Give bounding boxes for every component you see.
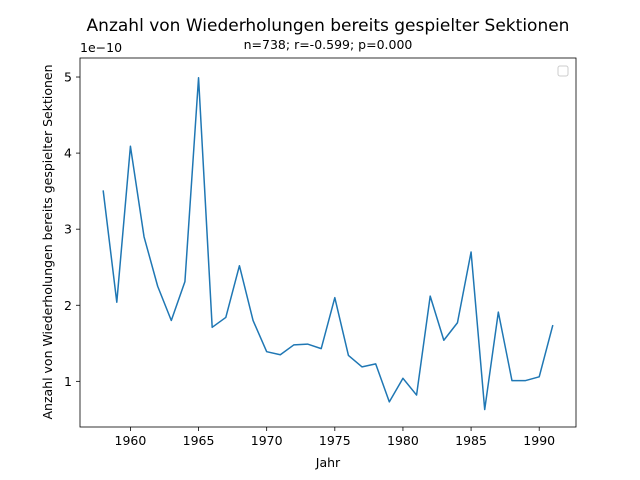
y-axis-label: Anzahl von Wiederholungen bereits gespie… (40, 64, 55, 419)
x-tick-label: 1980 (387, 433, 419, 448)
y-tick-label: 1 (64, 374, 72, 389)
y-tick-label: 4 (64, 146, 72, 161)
y-tick-label: 3 (64, 222, 72, 237)
data-layer (102, 77, 554, 411)
legend-box (557, 65, 569, 77)
chart-subtitle: n=738; r=-0.599; p=0.000 (244, 37, 413, 52)
x-tick-label: 1975 (319, 433, 351, 448)
plot-frame (79, 57, 577, 428)
x-tick-label: 1990 (523, 433, 555, 448)
y-tick-label: 2 (64, 298, 72, 313)
x-tick-label: 1970 (251, 433, 283, 448)
x-tick-label: 1965 (183, 433, 215, 448)
y-offset-label: 1e−10 (80, 40, 122, 55)
x-axis: 1960 1965 1970 1975 1980 1985 1990 (115, 427, 555, 448)
x-tick-label: 1960 (115, 433, 147, 448)
y-tick-label: 5 (64, 70, 72, 85)
series-line (102, 77, 554, 411)
y-axis: 1 2 3 4 5 (64, 70, 80, 389)
chart-title: Anzahl von Wiederholungen bereits gespie… (87, 16, 570, 36)
x-tick-label: 1985 (455, 433, 487, 448)
x-axis-label: Jahr (315, 455, 341, 470)
